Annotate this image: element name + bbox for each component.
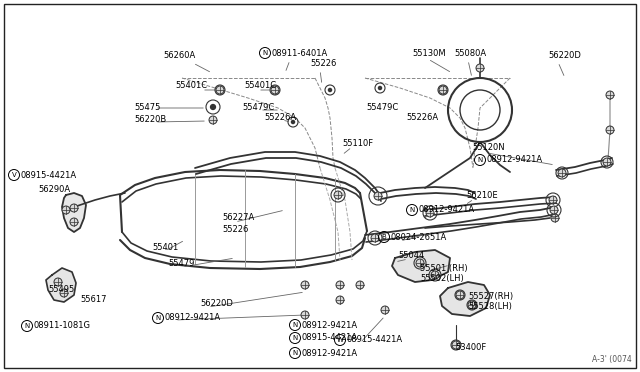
- Circle shape: [558, 169, 566, 177]
- Circle shape: [603, 158, 611, 166]
- Text: 55226: 55226: [310, 60, 337, 68]
- Text: 55495: 55495: [48, 285, 74, 294]
- Circle shape: [301, 311, 309, 319]
- Text: 08912-9421A: 08912-9421A: [301, 321, 358, 330]
- Text: 08912-9421A: 08912-9421A: [486, 155, 543, 164]
- Circle shape: [60, 289, 68, 297]
- Circle shape: [550, 206, 558, 214]
- Circle shape: [381, 306, 389, 314]
- Text: 08911-6401A: 08911-6401A: [271, 48, 328, 58]
- Text: 08912-9421A: 08912-9421A: [301, 349, 358, 357]
- Text: V: V: [12, 172, 17, 178]
- Text: A-3' (0074: A-3' (0074: [592, 355, 632, 364]
- Polygon shape: [62, 193, 86, 232]
- Text: 55401: 55401: [152, 243, 179, 251]
- Text: 08911-1081G: 08911-1081G: [33, 321, 90, 330]
- Text: 55401C: 55401C: [244, 81, 276, 90]
- Text: 55044: 55044: [398, 250, 424, 260]
- Circle shape: [374, 192, 382, 200]
- Circle shape: [426, 209, 434, 217]
- Text: N: N: [262, 50, 268, 56]
- Circle shape: [70, 204, 78, 212]
- Text: N: N: [24, 323, 29, 329]
- Text: 56260A: 56260A: [163, 51, 195, 61]
- Text: N: N: [477, 157, 483, 163]
- Circle shape: [441, 88, 445, 92]
- Circle shape: [273, 88, 277, 92]
- Circle shape: [218, 88, 222, 92]
- Circle shape: [334, 191, 342, 199]
- Text: 55527(RH): 55527(RH): [468, 292, 513, 301]
- Circle shape: [210, 104, 216, 110]
- Circle shape: [301, 281, 309, 289]
- Text: 55120N: 55120N: [472, 144, 504, 153]
- Circle shape: [336, 296, 344, 304]
- Circle shape: [371, 234, 379, 242]
- Text: 55528(LH): 55528(LH): [468, 302, 512, 311]
- Text: N: N: [292, 350, 298, 356]
- Polygon shape: [440, 282, 490, 316]
- Text: 55226A: 55226A: [406, 113, 438, 122]
- Text: 55130M: 55130M: [412, 48, 445, 58]
- Circle shape: [606, 126, 614, 134]
- Circle shape: [271, 86, 279, 94]
- Circle shape: [456, 291, 464, 299]
- Text: 55501 (RH): 55501 (RH): [420, 263, 468, 273]
- Text: 55502(LH): 55502(LH): [420, 275, 464, 283]
- Text: 55479C: 55479C: [366, 103, 398, 112]
- Circle shape: [356, 281, 364, 289]
- Text: 08912-9421A: 08912-9421A: [419, 205, 475, 215]
- Text: 55479C: 55479C: [242, 103, 275, 112]
- Circle shape: [476, 64, 484, 72]
- Circle shape: [291, 120, 295, 124]
- Text: 08915-4421A: 08915-4421A: [301, 334, 358, 343]
- Text: N: N: [410, 207, 415, 213]
- Text: 56290A: 56290A: [38, 185, 70, 193]
- Circle shape: [549, 196, 557, 204]
- Text: B: B: [381, 234, 387, 240]
- Text: 55226: 55226: [222, 224, 248, 234]
- Text: 56220D: 56220D: [200, 298, 233, 308]
- Polygon shape: [46, 268, 76, 302]
- Circle shape: [452, 341, 460, 349]
- Circle shape: [378, 86, 382, 90]
- Text: 08024-2651A: 08024-2651A: [390, 232, 447, 241]
- Text: 53400F: 53400F: [455, 343, 486, 352]
- Text: 55080A: 55080A: [454, 48, 486, 58]
- Circle shape: [216, 86, 224, 94]
- Circle shape: [209, 116, 217, 124]
- Circle shape: [439, 86, 447, 94]
- Circle shape: [416, 259, 424, 267]
- Circle shape: [328, 88, 332, 92]
- Text: 55401C: 55401C: [175, 81, 207, 90]
- Text: 08915-4421A: 08915-4421A: [20, 170, 77, 180]
- Circle shape: [431, 271, 439, 279]
- Circle shape: [62, 206, 70, 214]
- Circle shape: [336, 281, 344, 289]
- Text: N: N: [292, 335, 298, 341]
- Text: 56210E: 56210E: [466, 192, 498, 201]
- Circle shape: [54, 278, 62, 286]
- Circle shape: [551, 214, 559, 222]
- Text: 55479: 55479: [168, 259, 195, 267]
- Circle shape: [70, 218, 78, 226]
- Text: 55617: 55617: [80, 295, 106, 305]
- Text: 08915-4421A: 08915-4421A: [346, 336, 403, 344]
- Text: 55226A: 55226A: [264, 113, 296, 122]
- Text: 55475: 55475: [134, 103, 161, 112]
- Text: 56220B: 56220B: [134, 115, 166, 125]
- Polygon shape: [392, 250, 450, 282]
- Circle shape: [468, 301, 476, 309]
- Circle shape: [606, 91, 614, 99]
- Text: 08912-9421A: 08912-9421A: [164, 314, 221, 323]
- Text: 56227A: 56227A: [222, 214, 254, 222]
- Text: 55110F: 55110F: [342, 138, 373, 148]
- Text: 56220D: 56220D: [548, 51, 581, 61]
- Text: N: N: [156, 315, 161, 321]
- Text: N: N: [292, 322, 298, 328]
- Text: W: W: [337, 337, 344, 343]
